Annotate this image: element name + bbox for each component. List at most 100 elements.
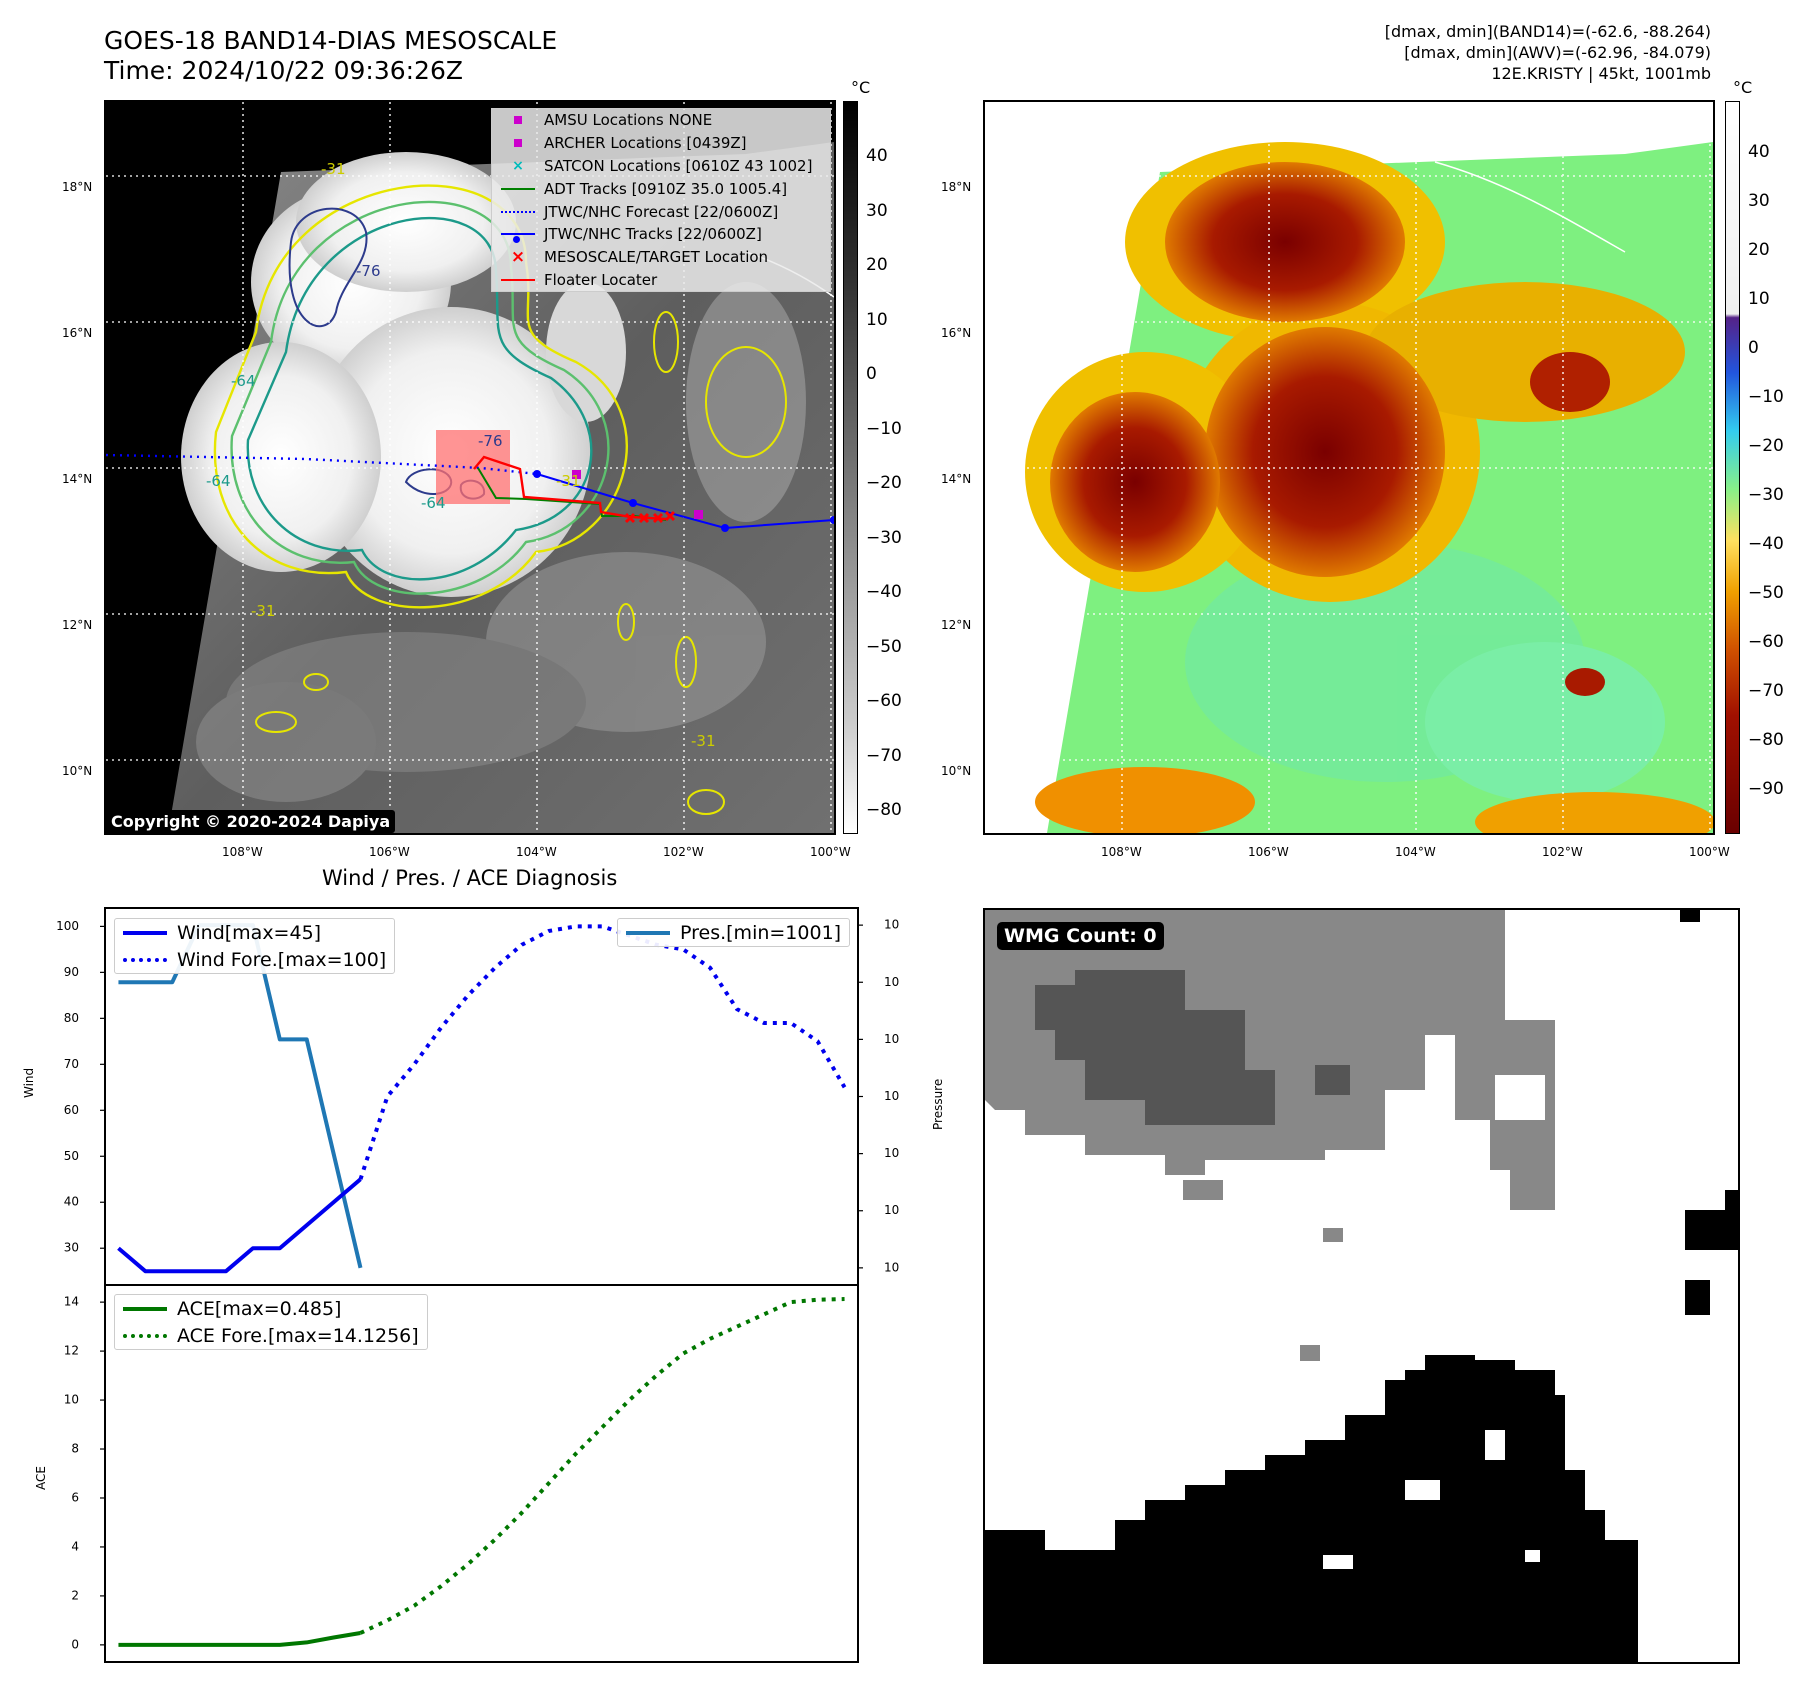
- legend-item-pres: Pres.[min=1001]: [618, 919, 849, 946]
- lon-label: 104°W: [1395, 845, 1436, 859]
- pressure-axis-label: Pressure: [931, 1078, 945, 1130]
- colorbar-tick-label: −10: [1748, 387, 1784, 407]
- contour-label: -76: [478, 432, 503, 450]
- square-marker-icon: [500, 139, 536, 148]
- wind-axis-label: Wind: [22, 1067, 36, 1098]
- legend-item-ace-fore: ACE Fore.[max=14.1256]: [115, 1322, 427, 1349]
- x-marker-icon: ×: [512, 157, 524, 174]
- legend-label: Floater Locater: [544, 270, 658, 289]
- contour-label: -31: [251, 602, 276, 620]
- lat-label: 10°N: [62, 764, 93, 778]
- lat-label: 18°N: [941, 180, 972, 194]
- colorbar-unit: °C: [1733, 78, 1753, 97]
- copyright-badge: Copyright © 2020-2024 Dapiya: [106, 810, 396, 833]
- colorbar-tick-label: 0: [866, 364, 877, 384]
- diagnosis-chart: 3040506070809010010011002100310041005100…: [56, 907, 900, 1663]
- lon-label: 104°W: [516, 845, 557, 859]
- colorbar-tick-label: 30: [866, 200, 888, 221]
- legend-item-floater: Floater Locater: [492, 269, 830, 292]
- pressure-tick-label: 1004: [884, 1089, 900, 1103]
- contour-label: -76: [356, 262, 381, 280]
- legend-item-ace: ACE[max=0.485]: [115, 1295, 427, 1322]
- line-icon: [626, 930, 672, 935]
- colorbar-left: [843, 101, 858, 834]
- ace-tick-label: 6: [71, 1490, 79, 1504]
- info-band14: [dmax, dmin](BAND14)=(-62.6, -88.264): [1384, 22, 1711, 41]
- colorbar-tick-label: −30: [866, 527, 902, 548]
- wmg-count-badge: WMG Count: 0: [997, 922, 1164, 950]
- colorbar-tick-label: −60: [866, 691, 902, 711]
- legend-item-archer: ARCHER Locations [0439Z]: [492, 132, 830, 155]
- colorbar-tick-label: 10: [866, 309, 888, 330]
- awv-map-image: [985, 102, 1713, 833]
- lon-label: 106°W: [1248, 845, 1289, 859]
- ace-tick-label: 8: [71, 1442, 79, 1456]
- colorbar-tick-label: −40: [1748, 534, 1784, 554]
- map-legend: AMSU Locations NONE ARCHER Locations [04…: [491, 108, 831, 293]
- pressure-tick-label: 1005: [884, 1032, 900, 1046]
- bottom-plot-frame: [104, 1284, 859, 1663]
- wind-tick-label: 40: [64, 1195, 79, 1209]
- line-icon: [123, 1306, 169, 1311]
- line-icon: [123, 930, 169, 935]
- ace-forecast-series-line: [359, 1297, 845, 1635]
- colorbar-right: [1725, 101, 1740, 834]
- legend-label: ADT Tracks [0910Z 35.0 1005.4]: [544, 179, 788, 198]
- legend-label: JTWC/NHC Forecast [22/0600Z]: [544, 202, 779, 221]
- lon-label: 108°W: [1101, 845, 1142, 859]
- colorbar-tick-label: 0: [1748, 338, 1759, 358]
- legend-item-wind-fore: Wind Fore.[max=100]: [115, 946, 394, 973]
- legend-item-jtwc-forecast: JTWC/NHC Forecast [22/0600Z]: [492, 200, 830, 223]
- colorbar-tick-label: 10: [1748, 289, 1770, 309]
- colorbar-tick-label: 30: [1748, 191, 1770, 211]
- wind-series-line: [117, 1177, 362, 1274]
- legend-item-adt: ADT Tracks [0910Z 35.0 1005.4]: [492, 177, 830, 200]
- colorbar-unit: °C: [851, 78, 871, 97]
- colorbar-tick-label: −10: [866, 418, 902, 439]
- ace-tick-label: 12: [64, 1344, 79, 1358]
- wind-legend: Wind[max=45] Wind Fore.[max=100]: [114, 918, 396, 974]
- wind-tick-label: 70: [64, 1057, 79, 1071]
- contour-label: -64: [421, 494, 446, 512]
- legend-label: ACE[max=0.485]: [177, 1297, 342, 1320]
- legend-label: ARCHER Locations [0439Z]: [544, 134, 747, 153]
- colorbar-tick-label: −70: [1748, 681, 1784, 701]
- pressure-tick-label: 1007: [884, 918, 900, 932]
- dotted-line-icon: [500, 210, 536, 213]
- info-storm: 12E.KRISTY | 45kt, 1001mb: [1491, 64, 1711, 83]
- wind-tick-label: 50: [64, 1149, 79, 1163]
- ace-series-line: [118, 1631, 361, 1647]
- lat-label: 16°N: [941, 326, 972, 340]
- pressure-legend: Pres.[min=1001]: [617, 918, 851, 947]
- legend-label: SATCON Locations [0610Z 43 1002]: [544, 156, 813, 175]
- legend-item-amsu: AMSU Locations NONE: [492, 109, 830, 132]
- contour-label: -64: [206, 472, 231, 490]
- legend-item-wind: Wind[max=45]: [115, 919, 394, 946]
- lon-label: 102°W: [663, 845, 704, 859]
- wind-tick-label: 90: [64, 965, 79, 979]
- colorbar-tick-label: −50: [866, 636, 902, 657]
- ir-map-panel: -31 -31 -64 -64 -76 -76 -64 -31 -31 AMSU…: [104, 100, 836, 835]
- lat-label: 10°N: [941, 764, 972, 778]
- line-icon: [500, 187, 536, 190]
- colorbar-tick-label: 20: [866, 255, 888, 275]
- colorbar-tick-label: 40: [1748, 142, 1770, 162]
- lat-label: 12°N: [941, 618, 972, 632]
- wind-tick-label: 30: [64, 1241, 79, 1255]
- lon-label: 108°W: [222, 845, 263, 859]
- colorbar-tick-label: 20: [1748, 240, 1770, 260]
- info-awv: [dmax, dmin](AWV)=(-62.96, -84.079): [1404, 43, 1711, 62]
- colorbar-tick-label: −70: [866, 745, 902, 766]
- diagnosis-title: Wind / Pres. / ACE Diagnosis: [322, 866, 618, 890]
- legend-label: Wind Fore.[max=100]: [177, 948, 387, 971]
- legend-label: ACE Fore.[max=14.1256]: [177, 1324, 419, 1347]
- contour-label: -31: [556, 472, 581, 490]
- colorbar-tick-label: −20: [1748, 436, 1784, 456]
- ace-tick-label: 2: [71, 1588, 79, 1602]
- wind-tick-label: 80: [64, 1011, 79, 1025]
- pressure-tick-label: 1002: [884, 1203, 900, 1217]
- wmg-image: [985, 910, 1738, 1662]
- line-dot-icon: [500, 233, 536, 244]
- lat-label: 14°N: [62, 472, 93, 486]
- pressure-tick-label: 1006: [884, 975, 900, 989]
